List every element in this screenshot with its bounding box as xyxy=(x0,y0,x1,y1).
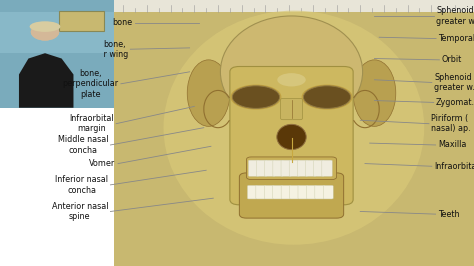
FancyBboxPatch shape xyxy=(247,185,257,199)
Text: bone: bone xyxy=(113,18,133,27)
FancyBboxPatch shape xyxy=(0,12,114,53)
Text: Vomer: Vomer xyxy=(90,159,116,168)
Ellipse shape xyxy=(187,60,230,126)
Ellipse shape xyxy=(303,86,351,109)
Text: Piriform (
nasal) ap.: Piriform ( nasal) ap. xyxy=(431,114,471,133)
FancyBboxPatch shape xyxy=(264,185,274,199)
Text: bone,
 r wing: bone, r wing xyxy=(101,40,128,59)
FancyBboxPatch shape xyxy=(256,185,266,199)
FancyBboxPatch shape xyxy=(323,185,333,199)
FancyBboxPatch shape xyxy=(248,160,259,176)
Text: Sphenoid
greater w.: Sphenoid greater w. xyxy=(434,73,474,92)
Text: Sphenoid
greater w.: Sphenoid greater w. xyxy=(436,6,474,26)
Text: Temporal: Temporal xyxy=(438,34,474,43)
FancyBboxPatch shape xyxy=(239,173,344,218)
FancyBboxPatch shape xyxy=(289,160,300,176)
FancyBboxPatch shape xyxy=(59,11,104,31)
FancyBboxPatch shape xyxy=(281,98,302,120)
Text: Inferior nasal
concha: Inferior nasal concha xyxy=(55,175,108,194)
Ellipse shape xyxy=(277,73,306,86)
FancyBboxPatch shape xyxy=(264,160,275,176)
Ellipse shape xyxy=(31,23,59,41)
FancyBboxPatch shape xyxy=(0,0,114,108)
FancyBboxPatch shape xyxy=(0,108,114,266)
Text: Zygomat.: Zygomat. xyxy=(436,98,474,107)
Text: Orbit: Orbit xyxy=(442,55,462,64)
Text: bone,
perpendicular
plate: bone, perpendicular plate xyxy=(63,69,118,99)
Polygon shape xyxy=(19,53,73,108)
FancyBboxPatch shape xyxy=(306,185,316,199)
Ellipse shape xyxy=(220,16,363,128)
Ellipse shape xyxy=(232,86,280,109)
FancyBboxPatch shape xyxy=(281,185,291,199)
Text: Infraorbital: Infraorbital xyxy=(434,162,474,171)
FancyBboxPatch shape xyxy=(114,12,474,266)
FancyBboxPatch shape xyxy=(281,160,292,176)
Ellipse shape xyxy=(31,23,59,41)
Ellipse shape xyxy=(164,11,424,245)
FancyBboxPatch shape xyxy=(306,160,316,176)
FancyBboxPatch shape xyxy=(297,160,308,176)
FancyBboxPatch shape xyxy=(273,160,283,176)
FancyBboxPatch shape xyxy=(273,185,283,199)
Ellipse shape xyxy=(29,21,61,32)
FancyBboxPatch shape xyxy=(298,185,308,199)
FancyBboxPatch shape xyxy=(314,160,324,176)
FancyBboxPatch shape xyxy=(315,185,325,199)
FancyBboxPatch shape xyxy=(246,157,337,180)
Ellipse shape xyxy=(353,60,396,126)
Text: Infraorbital
margin: Infraorbital margin xyxy=(69,114,114,133)
FancyBboxPatch shape xyxy=(114,0,474,12)
FancyBboxPatch shape xyxy=(290,185,300,199)
Text: Teeth: Teeth xyxy=(438,210,459,219)
Text: Middle nasal
concha: Middle nasal concha xyxy=(57,135,108,155)
FancyBboxPatch shape xyxy=(256,160,267,176)
Text: Anterior nasal
spine: Anterior nasal spine xyxy=(52,202,108,221)
FancyBboxPatch shape xyxy=(322,160,332,176)
Ellipse shape xyxy=(277,124,306,149)
FancyBboxPatch shape xyxy=(230,66,353,205)
Text: Maxilla: Maxilla xyxy=(438,140,466,149)
